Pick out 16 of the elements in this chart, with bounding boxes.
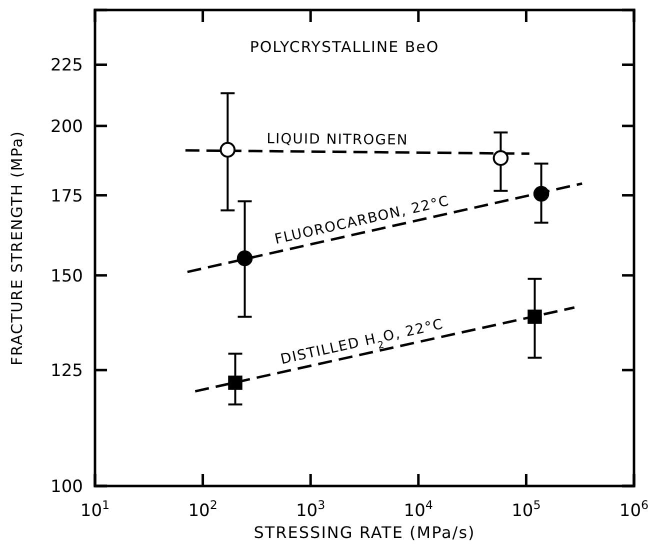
y-tick-label: 175 [50, 186, 83, 206]
x-tick-label: 10$^{1}$ [80, 498, 110, 521]
y-tick-label: 225 [50, 56, 83, 76]
y-tick-label: 100 [50, 477, 83, 497]
x-tick-label: 10$^{3}$ [296, 498, 326, 521]
x-tick-label: 10$^{4}$ [404, 498, 434, 521]
text: POLYCRYSTALLINE BeO [250, 38, 440, 56]
y-tick-label: 150 [50, 266, 83, 286]
y-axis-title: FRACTURE STRENGTH (MPa) [8, 130, 26, 366]
x-axis-title: STRESSING RATE (MPa/s) [254, 523, 476, 542]
x-tick-label: 10$^{5}$ [512, 498, 541, 521]
x-tick-label: 10$^{2}$ [188, 498, 218, 521]
x-tick-label: 10$^{6}$ [619, 498, 649, 521]
y-tick-label: 200 [50, 116, 83, 137]
series-label: LIQUID NITROGEN [266, 131, 408, 149]
y-tick-label: 125 [50, 361, 83, 382]
